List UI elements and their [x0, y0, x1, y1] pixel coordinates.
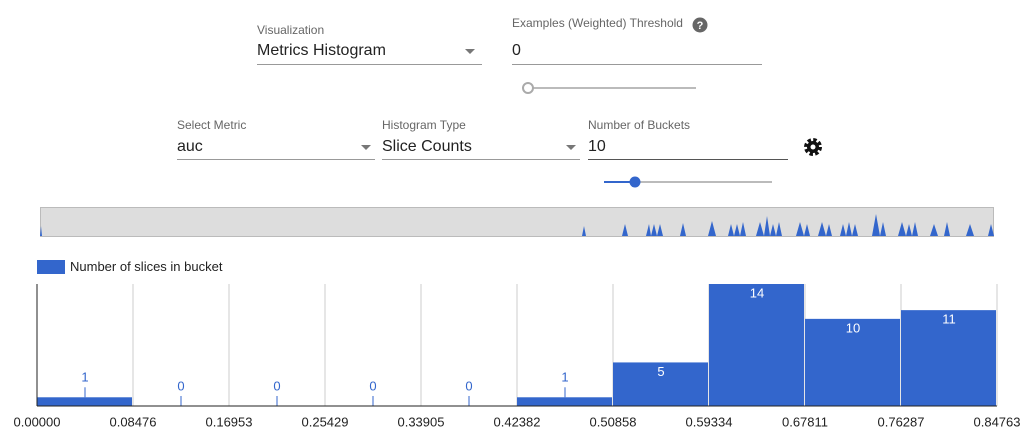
field-label: Select Metric [177, 118, 246, 132]
x-tick-label: 0.59334 [685, 414, 732, 429]
value-label: 10 [846, 320, 860, 335]
dropdown-arrow [465, 49, 475, 54]
field-value: 0 [512, 42, 521, 59]
field-value: Metrics Histogram [257, 42, 386, 59]
x-tick-label: 0.84763 [974, 414, 1021, 429]
metric-select[interactable]: Select Metric auc [177, 118, 375, 160]
field-label: Visualization [257, 23, 324, 37]
value-label: 11 [942, 312, 956, 327]
value-label: 1 [81, 370, 88, 385]
settings-icon[interactable] [804, 138, 822, 156]
buckets-input[interactable]: Number of Buckets 10 [588, 118, 788, 160]
value-label: 14 [750, 285, 764, 300]
value-label: 1 [561, 370, 568, 385]
bar [805, 318, 901, 406]
threshold-input[interactable]: Examples (Weighted) Threshold 0 [512, 16, 762, 65]
visualization-select[interactable]: Visualization Metrics Histogram [257, 23, 482, 65]
x-tick-label: 0.67811 [782, 414, 828, 429]
value-label: 0 [273, 378, 280, 393]
x-tick-label: 0.33905 [397, 414, 444, 429]
buckets-slider[interactable] [604, 176, 772, 188]
bar [37, 397, 132, 406]
bar [708, 284, 805, 406]
field-value: Slice Counts [382, 138, 472, 155]
bar [901, 310, 996, 406]
help-icon[interactable]: ? [692, 17, 708, 33]
help-glyph: ? [697, 20, 704, 32]
value-label: 0 [465, 378, 472, 393]
bar [613, 362, 708, 406]
overview-bg [40, 207, 994, 237]
dropdown-arrow [566, 145, 576, 150]
legend-label: Number of slices in bucket [70, 259, 223, 274]
legend-swatch [37, 260, 65, 274]
field-value: auc [177, 138, 203, 155]
value-label: 0 [369, 378, 376, 393]
x-tick-label: 0.76287 [878, 414, 925, 429]
gear-teeth [804, 138, 822, 156]
x-tick-label: 0.16953 [206, 414, 253, 429]
histogram-type-select[interactable]: Histogram Type Slice Counts [382, 118, 580, 160]
histogram: Number of slices in bucket 0.00000 0.08476… [14, 259, 1021, 430]
field-value: 10 [588, 138, 606, 155]
value-label: 0 [177, 378, 184, 393]
threshold-slider[interactable] [522, 82, 696, 94]
x-tick-label: 0.00000 [14, 414, 61, 429]
gear-hole [810, 144, 816, 150]
value-label: 5 [657, 364, 664, 379]
slider-knob [629, 176, 641, 188]
slider-knob [522, 82, 534, 94]
bar [517, 397, 613, 406]
x-tick-label: 0.42382 [494, 414, 541, 429]
x-tick-label: 0.08476 [109, 414, 156, 429]
dropdown-arrow [361, 145, 371, 150]
field-label: Histogram Type [382, 118, 466, 132]
field-label: Number of Buckets [588, 118, 690, 132]
field-label: Examples (Weighted) Threshold [512, 16, 683, 30]
help-circle [692, 17, 708, 33]
x-tick-label: 0.25429 [302, 414, 349, 429]
x-tick-label: 0.50858 [590, 414, 637, 429]
overview-strip[interactable] [40, 207, 994, 237]
